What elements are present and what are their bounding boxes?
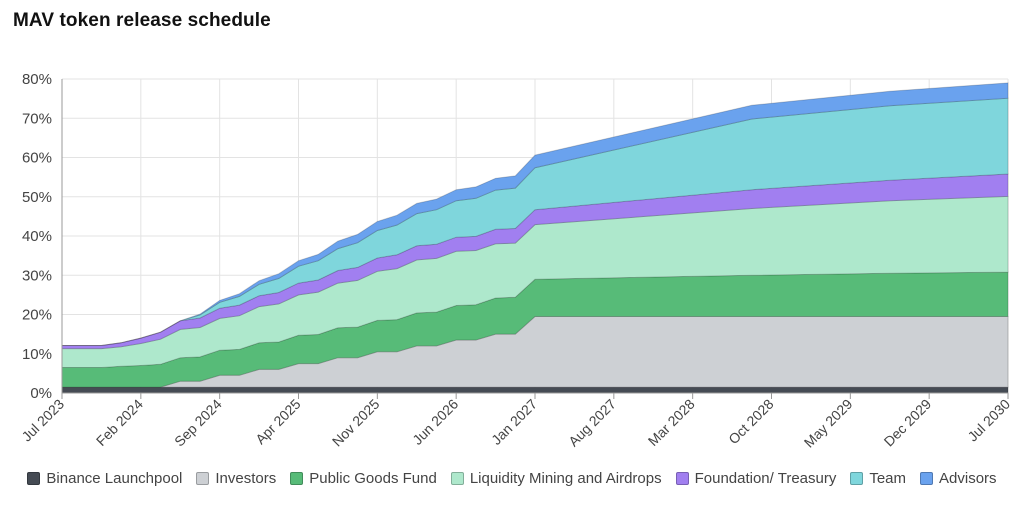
x-tick-label: Jun 2026 — [409, 396, 461, 448]
x-tick-label: Sep 2024 — [171, 396, 225, 450]
x-tick-label: Jan 2027 — [488, 396, 540, 448]
legend-label: Investors — [215, 470, 277, 487]
x-tick-label: Aug 2027 — [565, 396, 619, 450]
legend-item[interactable]: Foundation/ Treasury — [675, 470, 837, 487]
x-tick-label: Oct 2028 — [725, 396, 777, 448]
area-series-6 — [62, 82, 1009, 346]
x-tick-label: Nov 2025 — [329, 396, 383, 450]
legend-item[interactable]: Liquidity Mining and Airdrops — [450, 470, 662, 487]
y-tick-label: 40% — [22, 228, 52, 245]
y-tick-label: 30% — [22, 267, 52, 284]
legend-swatch — [450, 472, 464, 485]
x-tick-label: Mar 2028 — [645, 396, 698, 449]
legend-item[interactable]: Advisors — [920, 470, 997, 487]
x-tick-label: Feb 2024 — [93, 396, 146, 449]
legend-label: Binance Launchpool — [46, 470, 183, 487]
area-series-5 — [62, 97, 1009, 346]
area-series-1 — [62, 316, 1009, 388]
legend-swatch — [675, 472, 689, 485]
y-tick-label: 60% — [22, 150, 52, 167]
legend-label: Advisors — [939, 470, 997, 487]
legend-label: Foundation/ Treasury — [694, 470, 837, 487]
y-tick-label: 0% — [30, 385, 52, 402]
legend-swatch — [27, 472, 41, 485]
y-tick-label: 10% — [22, 346, 52, 363]
legend-item[interactable]: Binance Launchpool — [27, 470, 182, 487]
legend-item[interactable]: Team — [850, 470, 906, 487]
x-tick-label: Jul 2023 — [18, 396, 67, 445]
legend-swatch — [850, 472, 864, 485]
legend-label: Liquidity Mining and Airdrops — [469, 470, 662, 487]
legend-item[interactable]: Investors — [196, 470, 276, 487]
y-tick-label: 70% — [22, 110, 52, 127]
y-tick-label: 50% — [22, 189, 52, 206]
legend-label: Public Goods Fund — [309, 470, 437, 487]
x-tick-label: Jul 2030 — [964, 396, 1013, 445]
legend-swatch — [290, 472, 304, 485]
y-tick-label: 20% — [22, 307, 52, 324]
x-tick-label: Dec 2029 — [881, 396, 935, 450]
chart-legend: Binance Launchpool Investors Public Goods … — [0, 470, 1024, 487]
legend-swatch — [920, 472, 934, 485]
area-series-0 — [61, 386, 1009, 394]
y-tick-label: 80% — [22, 71, 52, 88]
chart-title: MAV token release schedule — [13, 10, 271, 31]
series-areas — [61, 82, 1009, 394]
legend-item[interactable]: Public Goods Fund — [290, 470, 437, 487]
legend-swatch — [196, 472, 210, 485]
legend-label: Team — [869, 470, 907, 487]
x-tick-label: May 2029 — [801, 396, 856, 451]
x-tick-label: Apr 2025 — [252, 396, 304, 448]
